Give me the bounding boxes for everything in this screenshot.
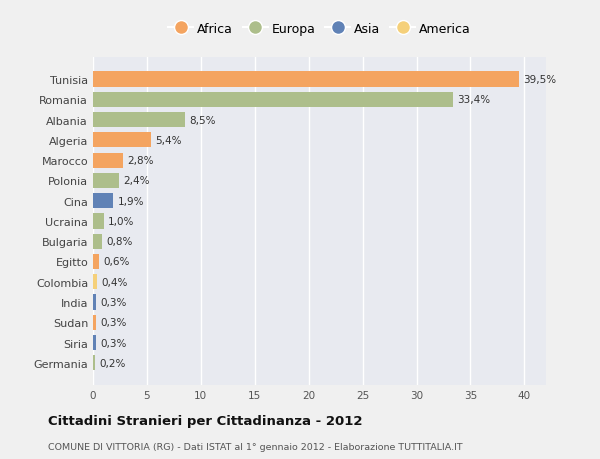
Bar bbox=[93, 194, 113, 209]
Text: COMUNE DI VITTORIA (RG) - Dati ISTAT al 1° gennaio 2012 - Elaborazione TUTTITALI: COMUNE DI VITTORIA (RG) - Dati ISTAT al … bbox=[48, 442, 463, 451]
Bar bbox=[93, 153, 123, 168]
Text: 2,8%: 2,8% bbox=[128, 156, 154, 166]
Text: 33,4%: 33,4% bbox=[458, 95, 491, 105]
Bar bbox=[93, 214, 104, 229]
Text: 0,2%: 0,2% bbox=[100, 358, 126, 368]
Text: 1,9%: 1,9% bbox=[118, 196, 145, 206]
Bar bbox=[93, 295, 96, 310]
Bar bbox=[93, 234, 101, 249]
Bar bbox=[93, 133, 151, 148]
Text: 8,5%: 8,5% bbox=[189, 115, 215, 125]
Text: 0,8%: 0,8% bbox=[106, 237, 133, 246]
Bar bbox=[93, 254, 100, 269]
Text: 1,0%: 1,0% bbox=[108, 217, 134, 226]
Text: 0,3%: 0,3% bbox=[101, 318, 127, 328]
Bar bbox=[93, 113, 185, 128]
Text: 0,6%: 0,6% bbox=[104, 257, 130, 267]
Text: 39,5%: 39,5% bbox=[523, 75, 556, 85]
Text: 2,4%: 2,4% bbox=[123, 176, 150, 186]
Bar bbox=[93, 274, 97, 290]
Text: 0,4%: 0,4% bbox=[101, 277, 128, 287]
Bar bbox=[93, 73, 519, 88]
Bar bbox=[93, 93, 453, 108]
Legend: Africa, Europa, Asia, America: Africa, Europa, Asia, America bbox=[163, 17, 476, 40]
Bar bbox=[93, 335, 96, 350]
Bar bbox=[93, 315, 96, 330]
Text: 0,3%: 0,3% bbox=[101, 338, 127, 348]
Text: Cittadini Stranieri per Cittadinanza - 2012: Cittadini Stranieri per Cittadinanza - 2… bbox=[48, 414, 362, 428]
Bar bbox=[93, 174, 119, 189]
Text: 5,4%: 5,4% bbox=[155, 135, 182, 146]
Text: 0,3%: 0,3% bbox=[101, 297, 127, 308]
Bar bbox=[93, 355, 95, 370]
